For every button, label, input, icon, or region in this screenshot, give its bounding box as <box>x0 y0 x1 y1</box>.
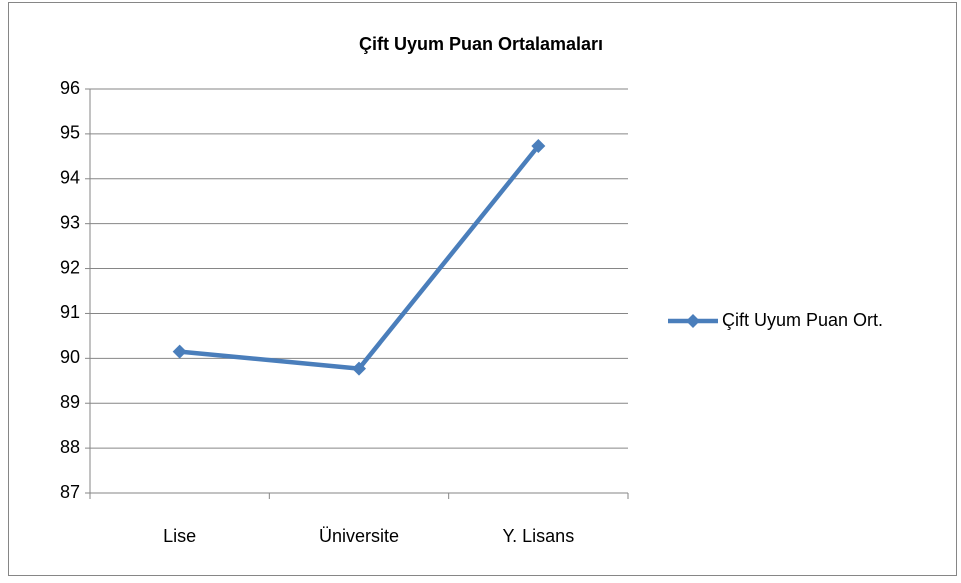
y-tick-label: 95 <box>60 123 80 143</box>
data-point <box>172 344 187 359</box>
legend-marker <box>686 314 700 328</box>
data-point <box>352 361 366 376</box>
y-tick-label: 96 <box>60 78 80 98</box>
y-tick-label: 90 <box>60 347 80 367</box>
y-tick-label: 92 <box>60 257 80 277</box>
y-tick-label: 94 <box>60 168 80 188</box>
y-tick-label: 93 <box>60 212 80 232</box>
x-tick-label: Lise <box>163 526 196 546</box>
chart-border <box>8 2 957 576</box>
y-tick-label: 88 <box>60 437 80 457</box>
legend-label: Çift Uyum Puan Ort. <box>722 310 883 330</box>
chart-title: Çift Uyum Puan Ortalamaları <box>359 34 603 54</box>
y-tick-label: 89 <box>60 392 80 412</box>
y-tick-label: 87 <box>60 482 80 502</box>
y-tick-label: 91 <box>60 302 80 322</box>
x-tick-label: Y. Lisans <box>502 526 574 546</box>
x-tick-label: Üniversite <box>319 526 399 546</box>
data-point <box>531 139 546 154</box>
